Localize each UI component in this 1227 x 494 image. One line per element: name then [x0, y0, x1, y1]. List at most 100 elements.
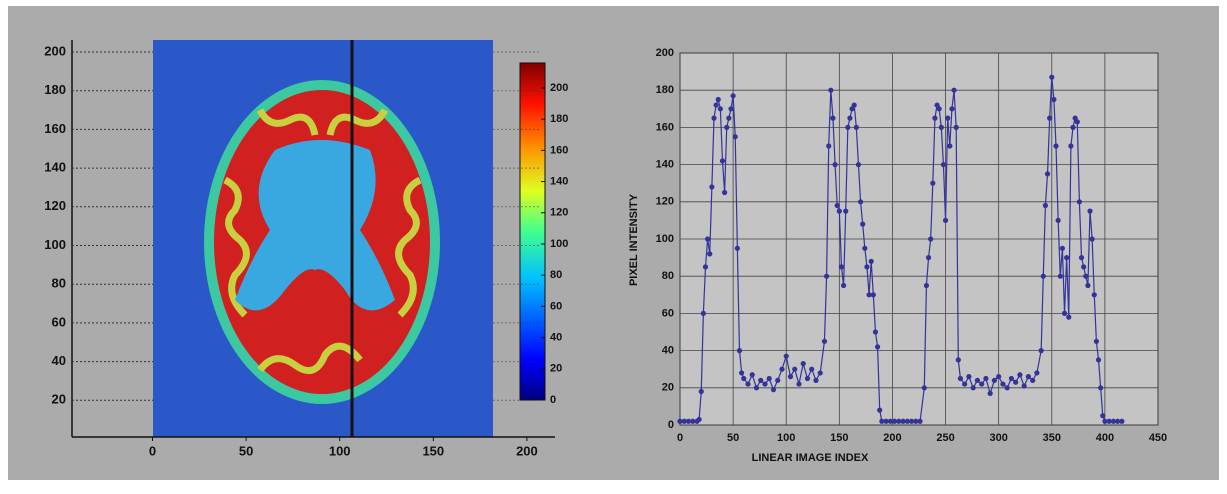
data-point — [715, 96, 721, 103]
data-point — [928, 236, 934, 242]
data-point — [953, 124, 959, 130]
data-point — [1089, 236, 1095, 242]
data-point — [987, 390, 993, 396]
data-point — [921, 385, 927, 391]
y-tick-label: 60 — [52, 314, 66, 329]
colorbar-tick-label: 180 — [550, 113, 568, 125]
x-tick-label: 0 — [149, 443, 156, 458]
y-tick-label: 120 — [44, 198, 66, 213]
data-point — [979, 381, 985, 387]
data-point — [1044, 171, 1051, 177]
data-point — [749, 372, 755, 378]
colorbar-tick-label: 100 — [550, 238, 568, 250]
data-point — [1000, 381, 1006, 387]
data-point — [1013, 379, 1019, 385]
data-point — [896, 418, 902, 424]
colorbar-tick-label: 200 — [550, 82, 568, 94]
data-point — [847, 115, 853, 121]
data-point — [724, 124, 730, 130]
data-point — [1095, 357, 1102, 363]
colorbar-tick-label: 20 — [550, 363, 562, 375]
data-point — [951, 87, 957, 93]
data-point — [1030, 377, 1036, 383]
y-tick-label: 160 — [656, 121, 674, 133]
data-point — [707, 251, 713, 257]
data-point — [787, 374, 794, 380]
colorbar-tick-label: 60 — [550, 300, 562, 312]
data-point — [830, 115, 836, 121]
y-tick-label: 100 — [44, 237, 66, 252]
data-point — [1119, 418, 1125, 424]
data-point — [1085, 282, 1091, 289]
data-point — [1049, 74, 1055, 80]
data-point — [936, 106, 942, 112]
data-point — [864, 264, 870, 270]
data-point — [925, 255, 932, 261]
y-tick-label: 0 — [668, 419, 674, 431]
data-point — [1102, 418, 1108, 424]
data-point — [681, 418, 687, 424]
data-point — [1110, 418, 1116, 424]
data-point — [851, 102, 857, 108]
data-point — [966, 374, 972, 380]
data-point — [942, 217, 949, 223]
data-point — [728, 106, 734, 112]
data-point — [1100, 413, 1106, 419]
data-point — [796, 381, 802, 387]
y-tick-label: 20 — [662, 382, 674, 394]
data-point — [883, 418, 889, 424]
y-tick-label: 40 — [662, 345, 674, 357]
data-point — [700, 310, 706, 316]
data-point — [758, 377, 764, 383]
data-point — [860, 221, 866, 227]
data-point — [690, 418, 696, 424]
x-tick-label: 0 — [677, 432, 683, 444]
data-point — [947, 143, 953, 149]
data-point — [1093, 338, 1099, 344]
x-tick-label: 400 — [1096, 432, 1114, 444]
right-panel: LINEAR IMAGE INDEX PIXEL INTENSITY 0 20 40… — [628, 47, 1167, 464]
ventricles — [235, 140, 395, 311]
data-point — [1025, 374, 1032, 380]
data-point — [853, 124, 859, 130]
data-point — [1076, 199, 1082, 205]
y-tick-label: 200 — [656, 47, 674, 59]
x-tick-label: 150 — [422, 443, 444, 458]
x-tick-label: 300 — [989, 432, 1007, 444]
x-tick-label: 100 — [329, 443, 351, 458]
data-point — [732, 134, 738, 140]
data-point — [955, 357, 961, 363]
x-axis-label: LINEAR IMAGE INDEX — [752, 452, 869, 464]
data-point — [698, 388, 704, 395]
data-point — [845, 124, 851, 130]
data-point — [862, 245, 868, 251]
colorbar-tick-label: 140 — [550, 175, 568, 187]
y-tick-label: 80 — [52, 276, 66, 291]
data-point — [1066, 314, 1072, 320]
data-point — [779, 366, 785, 372]
data-point — [736, 348, 743, 354]
x-tick-label: 250 — [936, 432, 954, 444]
data-point — [753, 385, 760, 391]
data-point — [913, 418, 919, 424]
data-point — [887, 418, 893, 424]
data-point — [783, 353, 789, 359]
data-point — [836, 208, 842, 214]
data-point — [713, 102, 719, 108]
data-point — [1047, 115, 1053, 121]
data-point — [800, 361, 806, 367]
data-point — [1038, 348, 1044, 354]
data-point — [868, 258, 874, 264]
data-point — [826, 143, 832, 149]
y-tick-label: 180 — [656, 84, 674, 96]
data-point — [709, 184, 715, 190]
data-point — [722, 189, 728, 196]
data-point — [677, 418, 683, 424]
data-point — [870, 292, 876, 298]
data-point — [930, 180, 936, 186]
y-tick-label: 140 — [44, 160, 66, 175]
y-tick-label: 180 — [44, 82, 66, 97]
data-point — [1106, 418, 1112, 424]
data-point — [711, 115, 717, 121]
